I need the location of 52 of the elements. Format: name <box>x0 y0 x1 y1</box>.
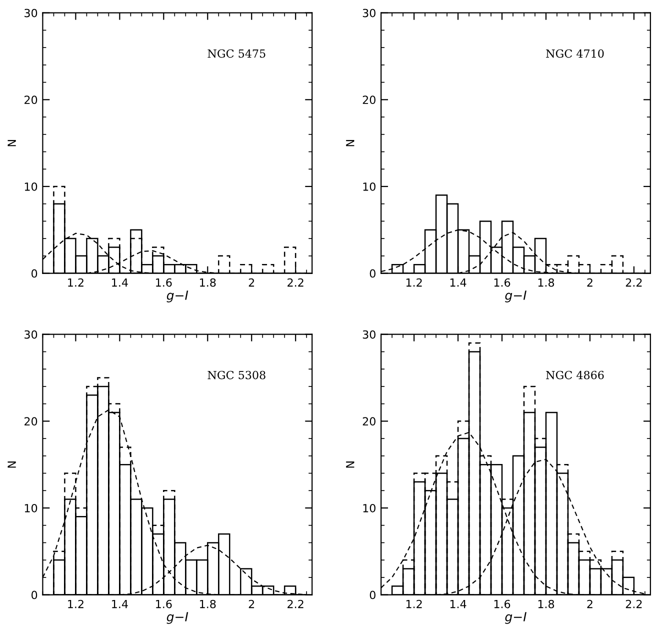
y-tick-label: 20 <box>362 417 376 426</box>
y-tick-label: 0 <box>32 590 38 600</box>
x-tick-label: 2 <box>248 278 254 287</box>
annotation: NGC 5475 <box>208 49 266 58</box>
x-tick-label: 1.8 <box>538 600 554 608</box>
x-tick-label: 1.6 <box>156 278 172 287</box>
y-tick-label: 30 <box>24 8 38 18</box>
x-tick-label: 2.2 <box>626 278 642 287</box>
y-tick-label: 10 <box>363 504 376 512</box>
x-tick-label: 2.2 <box>626 600 642 608</box>
y-tick-label: 0 <box>370 269 376 278</box>
x-tick-label: 1.4 <box>450 278 466 287</box>
x-tick-label: 1.2 <box>406 278 422 287</box>
y-tick-label: 10 <box>363 182 376 191</box>
y-tick-label: 0 <box>32 269 38 278</box>
y-axis-title: N <box>8 140 16 146</box>
annotation: NGC 4710 <box>546 49 604 58</box>
x-tick-label: 2.2 <box>288 278 304 287</box>
x-tick-label: 1.2 <box>68 278 84 287</box>
y-axis-title: N <box>346 462 354 468</box>
x-tick-label: 1.6 <box>156 600 172 608</box>
y-tick-label: 0 <box>370 590 376 600</box>
y-tick-label: 20 <box>24 96 38 104</box>
y-tick-label: 20 <box>362 96 376 104</box>
y-axis-title: N <box>8 462 16 468</box>
y-tick-label: 30 <box>362 8 376 18</box>
x-axis-title: g−I <box>166 290 188 302</box>
x-tick-label: 1.6 <box>494 600 510 608</box>
y-tick-label: 30 <box>362 330 376 339</box>
x-tick-label: 1.6 <box>494 278 510 287</box>
annotation: NGC 4866 <box>546 370 604 380</box>
x-tick-label: 1.4 <box>112 278 128 287</box>
x-tick-label: 1.2 <box>406 600 422 608</box>
x-axis-title: g−I <box>505 290 526 302</box>
x-tick-label: 1.4 <box>450 600 466 608</box>
x-axis-title: g−I <box>505 612 526 624</box>
x-tick-label: 2 <box>248 600 254 608</box>
annotation: NGC 5308 <box>208 370 266 380</box>
y-axis-title: N <box>346 140 354 146</box>
y-tick-label: 10 <box>24 504 38 512</box>
x-tick-label: 2.2 <box>288 600 304 608</box>
x-tick-label: 2 <box>587 600 592 608</box>
y-tick-label: 10 <box>24 182 38 191</box>
x-tick-label: 1.2 <box>68 600 84 608</box>
x-tick-label: 1.4 <box>112 600 128 608</box>
x-tick-label: 1.8 <box>538 278 554 287</box>
x-tick-label: 1.8 <box>200 278 216 287</box>
x-tick-label: 1.8 <box>200 600 216 608</box>
y-tick-label: 30 <box>24 330 38 339</box>
x-tick-label: 2 <box>587 278 592 287</box>
x-axis-title: g−I <box>166 612 188 624</box>
y-tick-label: 20 <box>24 417 38 426</box>
